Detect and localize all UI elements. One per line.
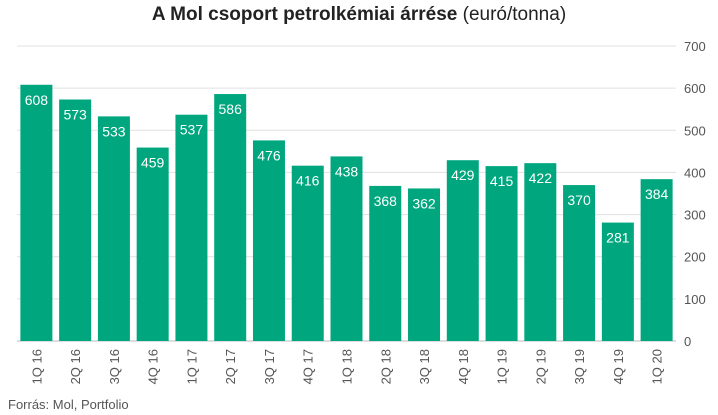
bar bbox=[369, 185, 402, 341]
x-tick-label: 4Q 18 bbox=[456, 349, 471, 384]
x-tick-label: 1Q 18 bbox=[340, 349, 355, 384]
y-tick-label: 300 bbox=[684, 208, 706, 223]
bar bbox=[291, 165, 324, 341]
bar bbox=[485, 166, 518, 341]
bar-value-label: 422 bbox=[529, 170, 553, 186]
chart-title-unit: (euró/tonna) bbox=[462, 4, 567, 25]
x-tick-label: 1Q 17 bbox=[184, 349, 199, 384]
x-tick-label: 4Q 16 bbox=[146, 349, 161, 384]
y-tick-label: 400 bbox=[684, 165, 706, 180]
bar-value-label: 533 bbox=[102, 123, 126, 139]
x-tick-label: 3Q 16 bbox=[107, 349, 122, 384]
bar bbox=[330, 156, 363, 341]
bar bbox=[59, 99, 92, 342]
x-tick-label: 1Q 20 bbox=[650, 349, 665, 384]
bar-value-label: 459 bbox=[141, 155, 165, 171]
chart-title-main: A Mol csoport petrolkémiai árrése bbox=[151, 4, 458, 25]
x-tick-label: 4Q 19 bbox=[611, 349, 626, 384]
x-axis-ticks: 1Q 16 2Q 16 3Q 16 4Q 16 1Q 17 2Q 17 3Q 17 4Q 17… bbox=[29, 349, 664, 384]
x-tick-label: 4Q 17 bbox=[301, 349, 316, 384]
bar-value-label: 608 bbox=[25, 92, 49, 108]
y-tick-label: 700 bbox=[684, 39, 706, 54]
x-tick-label: 1Q 19 bbox=[495, 349, 510, 384]
bar bbox=[214, 94, 247, 342]
bar-value-label: 416 bbox=[296, 173, 320, 189]
x-tick-label: 3Q 19 bbox=[572, 349, 587, 384]
bar-value-label: 362 bbox=[412, 195, 436, 211]
bar bbox=[640, 179, 673, 341]
bar-value-label: 537 bbox=[180, 122, 204, 138]
bar-value-label: 384 bbox=[645, 186, 669, 202]
x-tick-label: 2Q 18 bbox=[378, 349, 393, 384]
x-tick-label: 2Q 17 bbox=[223, 349, 238, 384]
y-axis-ticks: 0 100 200 300 400 500 600 700 bbox=[684, 39, 706, 349]
bar bbox=[136, 147, 169, 341]
bar-value-label: 438 bbox=[335, 163, 359, 179]
bar-value-label: 370 bbox=[567, 192, 591, 208]
bar bbox=[563, 185, 596, 341]
chart-title: A Mol csoport petrolkémiai árrése (euró/… bbox=[0, 4, 718, 26]
bar bbox=[252, 140, 285, 341]
y-tick-label: 0 bbox=[684, 334, 691, 349]
x-tick-label: 3Q 17 bbox=[262, 349, 277, 384]
bar bbox=[446, 160, 479, 341]
y-tick-label: 600 bbox=[684, 81, 706, 96]
x-tick-label: 1Q 16 bbox=[29, 349, 44, 384]
y-tick-label: 100 bbox=[684, 292, 706, 307]
x-tick-label: 2Q 16 bbox=[68, 349, 83, 384]
y-tick-label: 200 bbox=[684, 250, 706, 265]
source-note: Forrás: Mol, Portfolio bbox=[8, 397, 129, 412]
bar bbox=[20, 84, 53, 342]
x-tick-label: 2Q 19 bbox=[533, 349, 548, 384]
bar bbox=[601, 222, 634, 341]
bar-value-label: 586 bbox=[219, 101, 243, 117]
bar-value-label: 281 bbox=[606, 230, 630, 246]
bar-value-label: 429 bbox=[451, 167, 475, 183]
bar-value-label: 368 bbox=[374, 193, 398, 209]
bar bbox=[175, 114, 208, 341]
x-tick-label: 3Q 18 bbox=[417, 349, 432, 384]
bars: 608 573 533 459 537 586 476 416 438 368 362 429 415 4… bbox=[20, 84, 673, 342]
bar-value-label: 573 bbox=[63, 107, 87, 123]
bar bbox=[524, 163, 557, 341]
bar bbox=[97, 116, 130, 341]
bar-value-label: 415 bbox=[490, 173, 514, 189]
y-tick-label: 500 bbox=[684, 123, 706, 138]
bar-value-label: 476 bbox=[257, 147, 281, 163]
bar bbox=[408, 188, 441, 341]
